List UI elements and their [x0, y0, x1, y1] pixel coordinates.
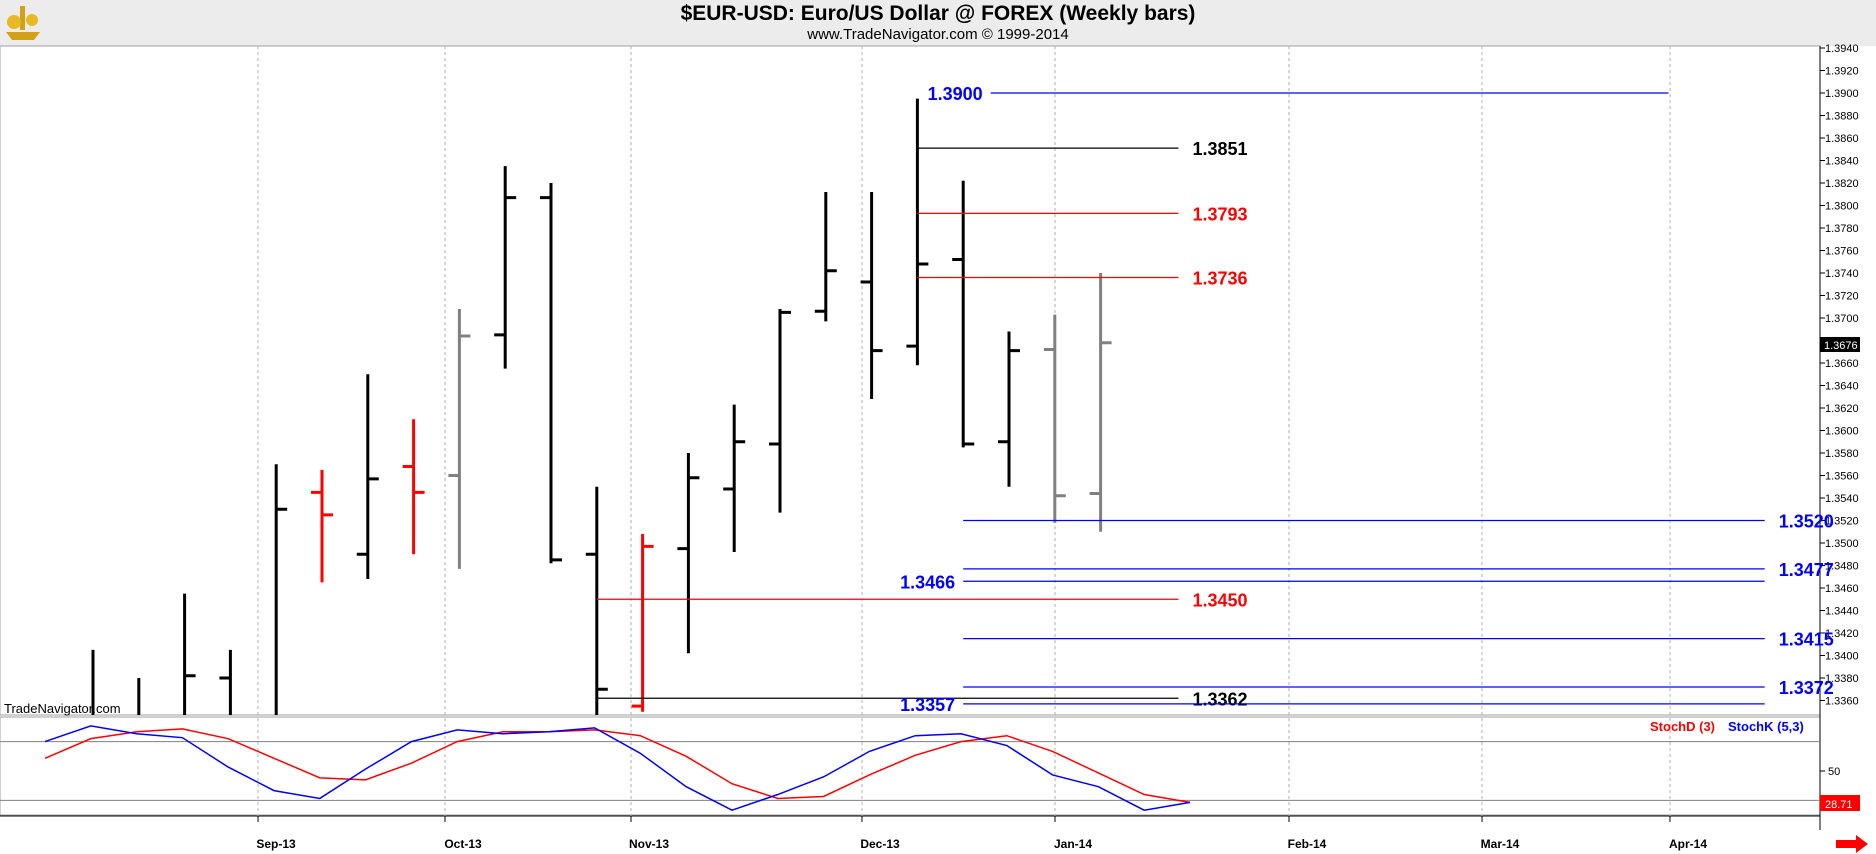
ohlc-bar	[494, 166, 517, 369]
price-tick-label: 1.3580	[1825, 448, 1859, 460]
ohlc-bar	[631, 534, 654, 712]
ohlc-bar	[402, 419, 425, 555]
stoch-k-line	[44, 725, 1191, 812]
month-label: Jan-14	[1054, 837, 1092, 851]
price-tick-label: 1.3660	[1825, 358, 1859, 370]
level-label: 1.3851	[1192, 139, 1247, 159]
ohlc-bar	[677, 453, 700, 654]
month-label: Oct-13	[444, 837, 482, 851]
price-tick-label: 1.3440	[1825, 606, 1859, 618]
chart-subtitle: www.TradeNavigator.com © 1999-2014	[807, 26, 1069, 43]
time-axis: Sep-13 Oct-13 Nov-13 Dec-13 Jan-14 Feb-14 Mar-…	[256, 816, 1707, 851]
price-tick-label: 1.3460	[1825, 583, 1859, 595]
ohlc-bar	[723, 404, 746, 552]
level-label: 1.3466	[900, 572, 955, 592]
ohlc-bar	[952, 180, 975, 448]
stoch-d-line	[44, 728, 1191, 804]
ohlc-bar	[1043, 314, 1066, 523]
level-label: 1.3415	[1779, 630, 1834, 650]
ohlc-bars	[91, 98, 1112, 715]
price-tick-label: 1.3620	[1825, 403, 1859, 415]
ohlc-bar	[814, 192, 837, 322]
price-tick-label: 1.3480	[1825, 561, 1859, 573]
level-label: 1.3450	[1192, 590, 1247, 610]
month-label: Sep-13	[256, 837, 296, 851]
level-lines: 1.3900 1.3851 1.3793 1.3736 1.3520 1.3477 1.34…	[596, 84, 1834, 715]
ohlc-bar	[274, 464, 288, 715]
ohlc-bar	[311, 469, 333, 583]
price-tick-label: 1.3540	[1825, 493, 1859, 505]
stochastic-panel: 50 StochD (3) StochK (5,3) 28.71	[0, 719, 1860, 812]
price-tick-label: 1.3800	[1825, 201, 1859, 213]
price-tick-label: 1.3560	[1825, 471, 1859, 483]
price-tick-label: 1.3500	[1825, 538, 1859, 550]
price-tick-label: 1.3780	[1825, 223, 1859, 235]
price-tick-label: 1.3880	[1825, 111, 1859, 123]
stoch-k-legend: StochK (5,3)	[1728, 719, 1804, 734]
level-label: 1.3793	[1192, 204, 1247, 224]
price-tick-label: 1.3740	[1825, 268, 1859, 280]
stoch-value-badge	[1820, 795, 1860, 811]
ohlc-bar	[998, 331, 1020, 487]
level-label: 1.3900	[928, 84, 983, 104]
price-tick-label: 1.3360	[1825, 696, 1859, 708]
level-label: 1.3520	[1779, 512, 1834, 532]
ohlc-bar	[906, 98, 929, 366]
ohlc-bar	[540, 183, 562, 564]
grid-lines	[0, 45, 1821, 830]
price-tick-label: 1.3600	[1825, 426, 1859, 438]
ohlc-bar	[585, 486, 608, 715]
ohlc-bar	[183, 593, 196, 715]
price-tick-label: 1.3380	[1825, 673, 1859, 685]
price-tick-label: 1.3940	[1825, 43, 1859, 55]
ohlc-bar	[1089, 273, 1112, 532]
level-label: 1.3357	[900, 695, 955, 715]
price-axis: 1.3360 1.3380 1.3400 1.3420 1.3440 1.3460 1.34…	[1820, 43, 1860, 708]
level-label: 1.3372	[1779, 678, 1834, 698]
stochastic-panel-frame	[0, 716, 1821, 816]
ohlc-bar	[356, 374, 379, 579]
level-label: 1.3477	[1779, 560, 1834, 580]
stoch-value-label: 28.71	[1825, 799, 1853, 811]
chart-title: $EUR-USD: Euro/US Dollar @ FOREX (Weekly…	[680, 2, 1196, 25]
price-tick-label: 1.3720	[1825, 291, 1859, 303]
level-label: 1.3362	[1192, 689, 1247, 709]
price-tick-label: 1.3520	[1825, 516, 1859, 528]
watermark: TradeNavigator.com	[4, 701, 121, 716]
level-label: 1.3736	[1192, 269, 1247, 289]
month-label: Apr-14	[1669, 837, 1707, 851]
ohlc-bar	[219, 649, 232, 715]
scroll-right-arrow-icon[interactable]	[1836, 835, 1868, 853]
price-panel	[0, 45, 1821, 716]
price-tick-label: 1.3760	[1825, 246, 1859, 258]
chart-header: $EUR-USD: Euro/US Dollar @ FOREX (Weekly…	[0, 0, 1876, 46]
month-label: Nov-13	[629, 837, 669, 851]
ohlc-bar	[769, 309, 791, 513]
month-label: Mar-14	[1481, 837, 1520, 851]
price-tick-label: 1.3900	[1825, 88, 1859, 100]
ohlc-bar	[448, 309, 471, 569]
month-label: Dec-13	[860, 837, 900, 851]
price-tick-label: 1.3640	[1825, 381, 1859, 393]
tradenavigator-logo-icon[interactable]	[2, 2, 44, 44]
last-price-label: 1.3676	[1824, 340, 1858, 352]
month-label: Feb-14	[1288, 837, 1327, 851]
ohlc-bar	[860, 192, 883, 399]
stoch-tick-label: 50	[1828, 766, 1840, 778]
price-tick-label: 1.3700	[1825, 313, 1859, 325]
last-price-badge	[1820, 337, 1860, 352]
price-tick-label: 1.3860	[1825, 133, 1859, 145]
price-tick-label: 1.3920	[1825, 66, 1859, 78]
price-tick-label: 1.3840	[1825, 156, 1859, 168]
price-tick-label: 1.3400	[1825, 651, 1859, 663]
price-tick-label: 1.3820	[1825, 178, 1859, 190]
stoch-d-legend: StochD (3)	[1650, 719, 1715, 734]
price-tick-label: 1.3420	[1825, 628, 1859, 640]
